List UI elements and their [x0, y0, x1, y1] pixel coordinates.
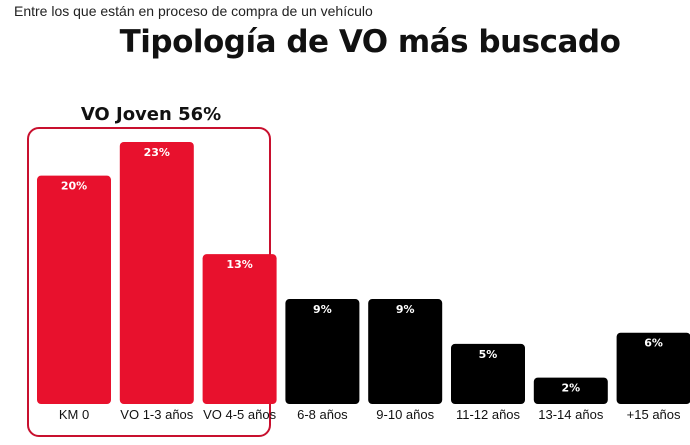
bar-1 [119, 142, 194, 404]
chart-subtitle: Entre los que están en proceso de compra… [14, 3, 373, 19]
bar-7 [616, 332, 690, 404]
category-label-1: VO 1-3 años [120, 407, 193, 422]
category-label-6: 13-14 años [538, 407, 604, 422]
bar-value-label-2: 13% [226, 258, 252, 271]
group-label-vo-joven: VO Joven 56% [80, 104, 222, 125]
category-label-7: +15 años [627, 407, 681, 422]
bar-3 [285, 299, 360, 404]
category-label-2: VO 4-5 años [203, 407, 276, 422]
category-label-3: 6-8 años [297, 407, 348, 422]
bar-value-label-4: 9% [396, 303, 415, 316]
bar-value-label-1: 23% [144, 146, 170, 159]
bar-5 [451, 343, 525, 404]
bar-value-label-7: 6% [644, 337, 663, 350]
chart-title: Tipología de VO más buscado [119, 24, 621, 60]
category-label-0: KM 0 [59, 407, 89, 422]
bar-value-label-5: 5% [479, 348, 498, 361]
bar-4 [368, 299, 443, 404]
bar-value-label-6: 2% [561, 382, 580, 395]
bar-value-label-0: 20% [61, 180, 87, 193]
bar-value-label-3: 9% [313, 303, 332, 316]
bar-6 [533, 377, 608, 404]
bar-2 [202, 254, 277, 404]
category-label-5: 11-12 años [456, 407, 521, 422]
category-label-4: 9-10 años [376, 407, 434, 422]
bar-0 [37, 175, 111, 404]
